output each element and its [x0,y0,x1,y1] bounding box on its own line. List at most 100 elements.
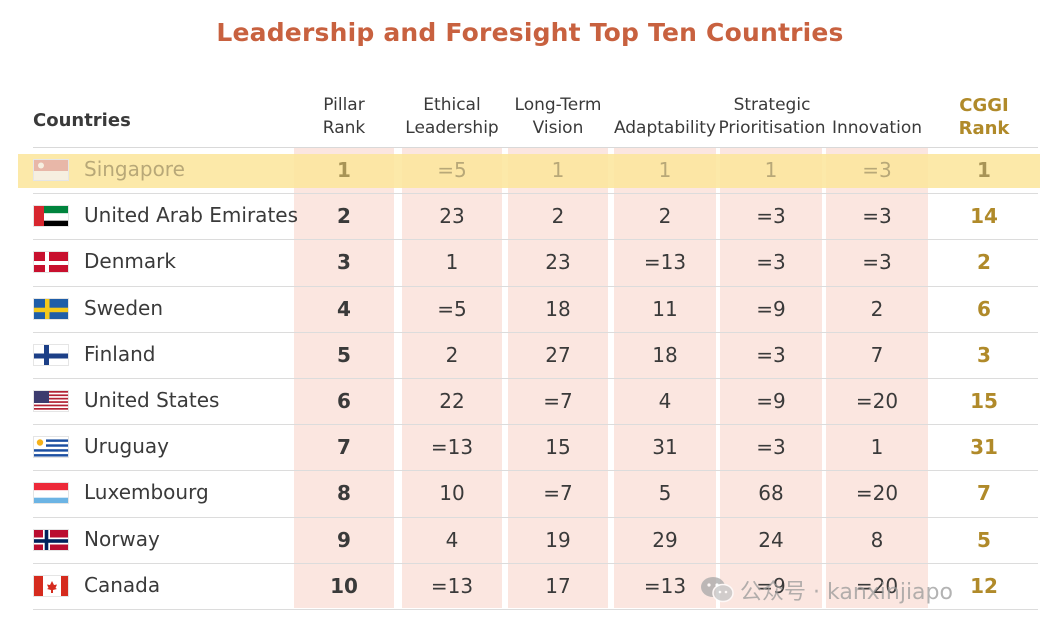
cggi-cell: 5 [977,527,991,552]
pillar-cell: 8 [337,481,351,506]
strategic-cell: =3 [756,435,786,460]
row-divider [33,562,1038,564]
adaptability-cell: 4 [658,389,672,413]
cggi-cell: 14 [970,204,998,229]
adaptability-cell: 18 [652,342,678,367]
innovation-cell: 2 [870,296,884,321]
innovation-cell: =3 [862,250,892,275]
longterm-cell: 27 [545,342,571,367]
luxembourg-flag-icon [33,482,69,505]
strategic-cell: =9 [756,296,786,321]
strategic-cell: =9 [756,389,786,413]
table-row: Luxembourg 8 10 =7 5 68 =20 7 [0,471,1060,517]
header-innovation: Innovation [831,118,922,138]
strategic-cell: 1 [764,158,778,182]
pillar-cell: 4 [337,296,351,321]
country-name: Denmark [84,249,176,274]
country-name: Sweden [84,295,164,320]
table-row: Denmark 3 1 23 =13 =3 =3 2 [0,240,1060,286]
row-divider [33,193,1038,195]
pillar-cell: 9 [337,527,351,552]
denmark-flag-icon [33,251,69,274]
innovation-cell: 7 [870,342,884,367]
adaptability-cell: 2 [658,204,672,229]
strategic-cell: =3 [756,250,786,275]
longterm-cell: 2 [551,204,565,229]
finland-flag-icon [33,343,69,366]
uae-flag-icon [33,205,69,228]
sweden-flag-icon [33,297,69,320]
cggi-cell: 12 [970,573,998,598]
innovation-cell: =20 [855,573,899,598]
norway-flag-icon [33,528,69,551]
strategic-cell: =9 [756,573,786,598]
innovation-cell: =3 [862,204,892,229]
longterm-cell: 15 [545,435,571,460]
adaptability-cell: 29 [652,527,678,552]
table-row: Sweden 4 =5 18 11 =9 2 6 [0,287,1060,333]
strategic-cell: =3 [756,204,786,229]
country-name: Luxembourg [84,480,209,505]
uruguay-flag-icon [33,436,69,459]
cggi-cell: 31 [970,435,998,460]
strategic-cell: 68 [758,481,784,506]
cggi-cell: 7 [977,481,991,506]
row-divider [33,331,1038,333]
country-name: Canada [84,572,161,597]
pillar-cell: 7 [337,435,351,460]
country-name: Singapore [84,157,185,181]
table-row: Canada 10 =13 17 =13 =9 =20 12 [0,564,1060,610]
wechat-icon [700,576,734,604]
pillar-cell: 3 [337,250,351,275]
cggi-cell: 15 [970,389,998,413]
row-divider [33,239,1038,241]
cggi-cell: 3 [977,342,991,367]
innovation-cell: 8 [870,527,884,552]
innovation-cell: =20 [855,389,899,413]
header-pillar-rank: Pillar Rank [322,95,366,138]
watermark: 公众号 · kanxinjiapo [700,574,953,606]
longterm-cell: =7 [543,481,573,506]
header-countries: Countries [33,110,131,131]
singapore-highlight [18,154,1040,188]
longterm-cell: 18 [545,296,571,321]
adaptability-cell: 1 [658,158,672,182]
table-row: Singapore 1 =5 1 1 1 =3 1 [0,148,1060,194]
row-divider [33,378,1038,379]
singapore-flag-icon [33,159,69,181]
ethical-cell: 23 [439,204,465,229]
header-long-term-vision: Long-Term Vision [514,95,602,138]
row-divider [33,285,1038,287]
innovation-cell: =3 [862,158,892,182]
ethical-cell: =5 [437,158,467,182]
table-row: Norway 9 4 19 29 24 8 5 [0,518,1060,564]
longterm-cell: 1 [551,158,565,182]
cggi-cell: 1 [977,158,991,182]
row-divider [33,516,1038,518]
row-divider [33,424,1038,426]
country-name: United States [84,388,220,412]
ethical-cell: =13 [430,435,474,460]
adaptability-cell: =13 [643,250,687,275]
innovation-cell: 1 [870,435,884,460]
country-name: Finland [84,341,156,366]
table-row: United States 6 22 =7 4 =9 =20 15 [0,379,1060,425]
innovation-cell: =20 [855,481,899,506]
row-divider [33,470,1038,472]
ethical-cell: 10 [439,481,465,506]
header-divider [33,147,1038,148]
adaptability-cell: 31 [652,435,678,460]
cggi-cell: 6 [977,296,991,321]
longterm-cell: =7 [543,389,573,413]
pillar-cell: 10 [330,573,358,598]
table-row: Finland 5 2 27 18 =3 7 3 [0,333,1060,379]
row-divider [33,609,1038,610]
usa-flag-icon [33,390,69,412]
adaptability-cell: 11 [652,296,678,321]
page-title: Leadership and Foresight Top Ten Countri… [216,18,844,47]
header-strategic-prioritisation: Strategic Prioritisation [718,95,826,138]
cggi-cell: 2 [977,250,991,275]
header-adaptability: Adaptability [613,118,717,138]
header-ethical-leadership: Ethical Leadership [405,95,499,138]
